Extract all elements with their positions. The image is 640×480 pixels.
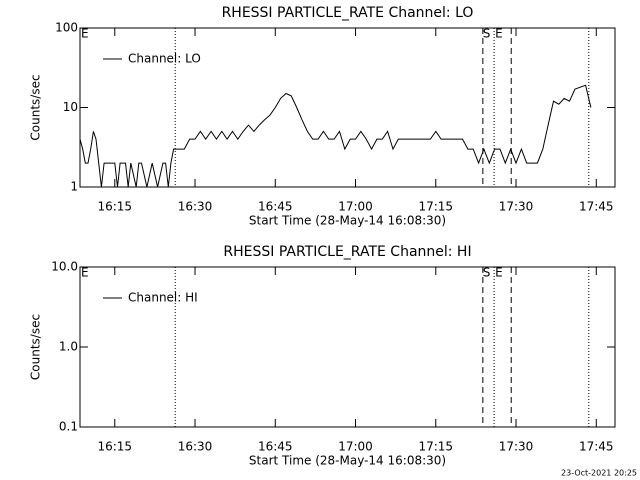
x-tick-label: 17:00 <box>338 440 373 454</box>
y-tick-label: 0.1 <box>59 420 78 434</box>
chart-title: RHESSI PARTICLE_RATE Channel: HI <box>223 244 471 260</box>
x-tick-label: 16:30 <box>178 200 213 214</box>
x-axis-label: Start Time (28-May-14 16:08:30) <box>249 214 446 228</box>
y-tick-label: 10 <box>63 100 78 114</box>
x-tick-label: 16:45 <box>258 440 293 454</box>
x-tick-label: 17:15 <box>418 440 453 454</box>
x-tick-label: 17:00 <box>338 200 373 214</box>
marker-label: E <box>495 266 503 280</box>
corner-label: E <box>81 266 89 280</box>
marker-label: S <box>483 266 491 280</box>
x-tick-label: 17:45 <box>579 440 614 454</box>
y-tick-label: 100 <box>55 21 78 35</box>
x-axis-label: Start Time (28-May-14 16:08:30) <box>249 454 446 468</box>
legend-label: Channel: HI <box>128 291 198 305</box>
x-tick-label: 16:45 <box>258 200 293 214</box>
footer: 23-Oct-2021 20:25 <box>561 469 637 478</box>
y-tick-label: 1.0 <box>59 340 78 354</box>
x-tick-label: 16:15 <box>97 440 132 454</box>
x-tick-label: 17:30 <box>499 440 534 454</box>
y-axis-label: Counts/sec <box>29 314 43 380</box>
y-tick-label: 10.0 <box>51 260 78 274</box>
x-tick-label: 16:30 <box>178 440 213 454</box>
corner-label: E <box>81 27 89 41</box>
x-tick-label: 17:30 <box>499 200 534 214</box>
x-tick-label: 17:15 <box>418 200 453 214</box>
x-tick-label: 16:15 <box>97 200 132 214</box>
data-line <box>79 84 592 188</box>
y-axis-label: Counts/sec <box>29 74 43 140</box>
chart-title: RHESSI PARTICLE_RATE Channel: LO <box>222 5 474 21</box>
marker-label: E <box>495 27 503 41</box>
y-tick-label: 1 <box>70 180 78 194</box>
legend-label: Channel: LO <box>128 52 201 66</box>
marker-label: S <box>483 27 491 41</box>
x-tick-label: 17:45 <box>579 200 614 214</box>
